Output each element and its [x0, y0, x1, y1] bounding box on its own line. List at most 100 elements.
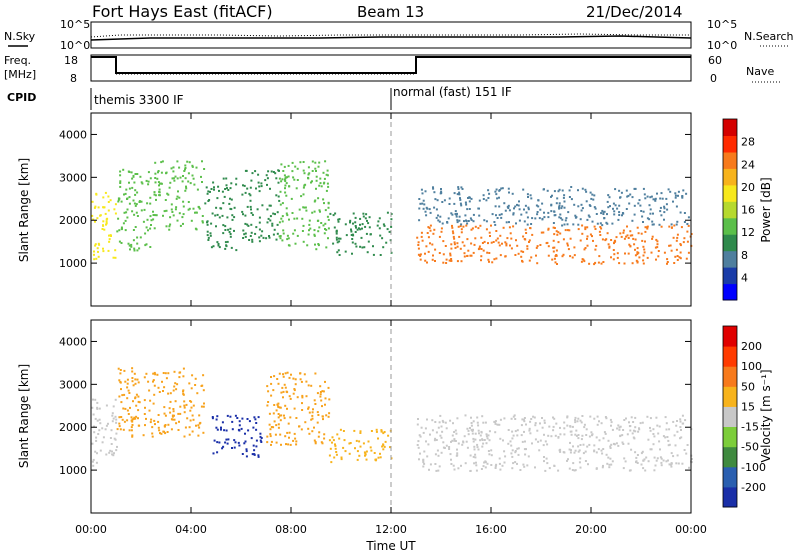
- freq-line: [91, 56, 691, 74]
- y-tick-label: 4000: [59, 128, 87, 141]
- velocity-colorbar-label: Velocity [m s⁻¹]: [759, 369, 773, 462]
- nave-tick-top: 60: [708, 54, 722, 67]
- nave-label: Nave: [746, 65, 774, 78]
- colorbar-segment: [723, 326, 737, 347]
- velocity-colorbar: 200 100 50 15 -15 -50 -100 -200: [722, 325, 766, 508]
- colorbar-tick-label: 50: [741, 380, 755, 393]
- colorbar-tick-label: -100: [741, 461, 766, 474]
- date-label: 21/Dec/2014: [586, 3, 682, 21]
- freq-label-1: Freq.: [4, 54, 31, 67]
- velocity-y-axis: 1000 2000 3000 4000: [59, 335, 691, 477]
- power-colorbar-label: Power [dB]: [759, 177, 773, 242]
- colorbar-segment: [723, 426, 737, 448]
- power-colorbar: 28 24 20 16 12 8 4: [722, 118, 755, 301]
- nsearch-line: [90, 33, 691, 38]
- scatter-region: [91, 191, 117, 261]
- velocity-data: [91, 367, 693, 472]
- freq-panel: Freq. [MHz] 18 8 Nave 60 0: [4, 54, 780, 85]
- nsky-tick-top: 10^5: [60, 18, 90, 31]
- colorbar-segment: [723, 184, 737, 202]
- freq-tick-bottom: 8: [70, 72, 77, 85]
- scatter-region: [204, 177, 238, 252]
- velocity-ylabel: Slant Range [km]: [17, 364, 31, 468]
- colorbar-segment: [723, 119, 737, 136]
- colorbar-tick-label: -50: [741, 441, 759, 454]
- cpid-panel: CPID themis 3300 IF normal (fast) 151 IF: [7, 85, 512, 110]
- scatter-region: [328, 428, 393, 464]
- x-tick-label: 00:00: [675, 523, 707, 536]
- colorbar-tick-label: -200: [741, 481, 766, 494]
- scatter-region: [278, 160, 330, 251]
- power-data: [91, 160, 693, 266]
- colorbar-tick-label: 16: [741, 204, 755, 217]
- y-tick-label: 3000: [59, 378, 87, 391]
- colorbar-tick-label: 28: [741, 136, 755, 149]
- colorbar-segment: [723, 234, 737, 252]
- nsky-line: [90, 35, 692, 41]
- nsearch-label: N.Search: [744, 30, 794, 43]
- y-tick-label: 1000: [59, 257, 87, 270]
- colorbar-tick-label: 24: [741, 158, 755, 171]
- cpid-mode-1: themis 3300 IF: [94, 93, 184, 107]
- colorbar-segment: [723, 217, 737, 235]
- colorbar-tick-label: 15: [741, 400, 755, 413]
- cpid-mode-2: normal (fast) 151 IF: [393, 85, 512, 99]
- power-panel: Slant Range [km] 1000 2000 3000 4000 28 24 20…: [17, 112, 773, 307]
- noise-panel: N.Sky 10^5 10^0 N.Search 10^5 10^0: [4, 18, 794, 52]
- scatter-region: [329, 211, 393, 256]
- colorbar-tick-label: 200: [741, 340, 762, 353]
- colorbar-tick-label: 12: [741, 226, 755, 239]
- colorbar-tick-label: -15: [741, 421, 759, 434]
- y-tick-label: 1000: [59, 464, 87, 477]
- nsearch-tick-top: 10^5: [707, 18, 737, 31]
- colorbar-segment: [723, 486, 737, 508]
- scatter-region: [153, 160, 206, 231]
- power-y-axis: 1000 2000 3000 4000: [59, 128, 691, 270]
- beam-label: Beam 13: [357, 3, 424, 21]
- colorbar-tick-label: 100: [741, 360, 762, 373]
- scatter-region: [416, 414, 693, 472]
- nsky-tick-bottom: 10^0: [60, 39, 90, 52]
- colorbar-segment: [723, 406, 737, 427]
- scatter-region: [116, 168, 155, 252]
- cpid-label: CPID: [7, 91, 36, 104]
- x-tick-label: 16:00: [475, 523, 507, 536]
- power-ylabel: Slant Range [km]: [17, 158, 31, 262]
- time-axis-label: Time UT: [365, 539, 416, 553]
- scatter-region: [416, 224, 693, 266]
- colorbar-segment: [723, 346, 737, 367]
- nsearch-tick-bottom: 10^0: [707, 39, 737, 52]
- scatter-region: [241, 169, 281, 243]
- scatter-region: [266, 371, 331, 446]
- colorbar-segment: [723, 446, 737, 468]
- time-axis: 00:00 04:00 08:00 12:00 16:00 20:00 00:00: [75, 113, 707, 536]
- colorbar-tick-label: 20: [741, 181, 755, 194]
- freq-label-2: [MHz]: [4, 68, 36, 81]
- y-tick-label: 2000: [59, 421, 87, 434]
- x-tick-label: 20:00: [575, 523, 607, 536]
- colorbar-segment: [723, 135, 737, 153]
- colorbar-segment: [723, 250, 737, 268]
- colorbar-segment: [723, 366, 737, 387]
- nave-tick-bottom: 0: [710, 72, 717, 85]
- colorbar-segment: [723, 201, 737, 219]
- colorbar-segment: [723, 168, 737, 186]
- x-tick-label: 00:00: [75, 523, 107, 536]
- y-tick-label: 3000: [59, 171, 87, 184]
- scatter-region: [116, 367, 205, 438]
- colorbar-segment: [723, 466, 737, 488]
- nsky-label: N.Sky: [4, 30, 36, 43]
- x-tick-label: 12:00: [375, 523, 407, 536]
- freq-tick-top: 18: [64, 54, 78, 67]
- scatter-region: [211, 414, 263, 458]
- colorbar-segment: [723, 386, 737, 407]
- x-tick-label: 04:00: [175, 523, 207, 536]
- colorbar-segment: [723, 283, 737, 301]
- colorbar-segment: [723, 267, 737, 285]
- colorbar-segment: [723, 151, 737, 169]
- scatter-region: [91, 398, 118, 467]
- scatter-region: [418, 186, 690, 227]
- x-tick-label: 08:00: [275, 523, 307, 536]
